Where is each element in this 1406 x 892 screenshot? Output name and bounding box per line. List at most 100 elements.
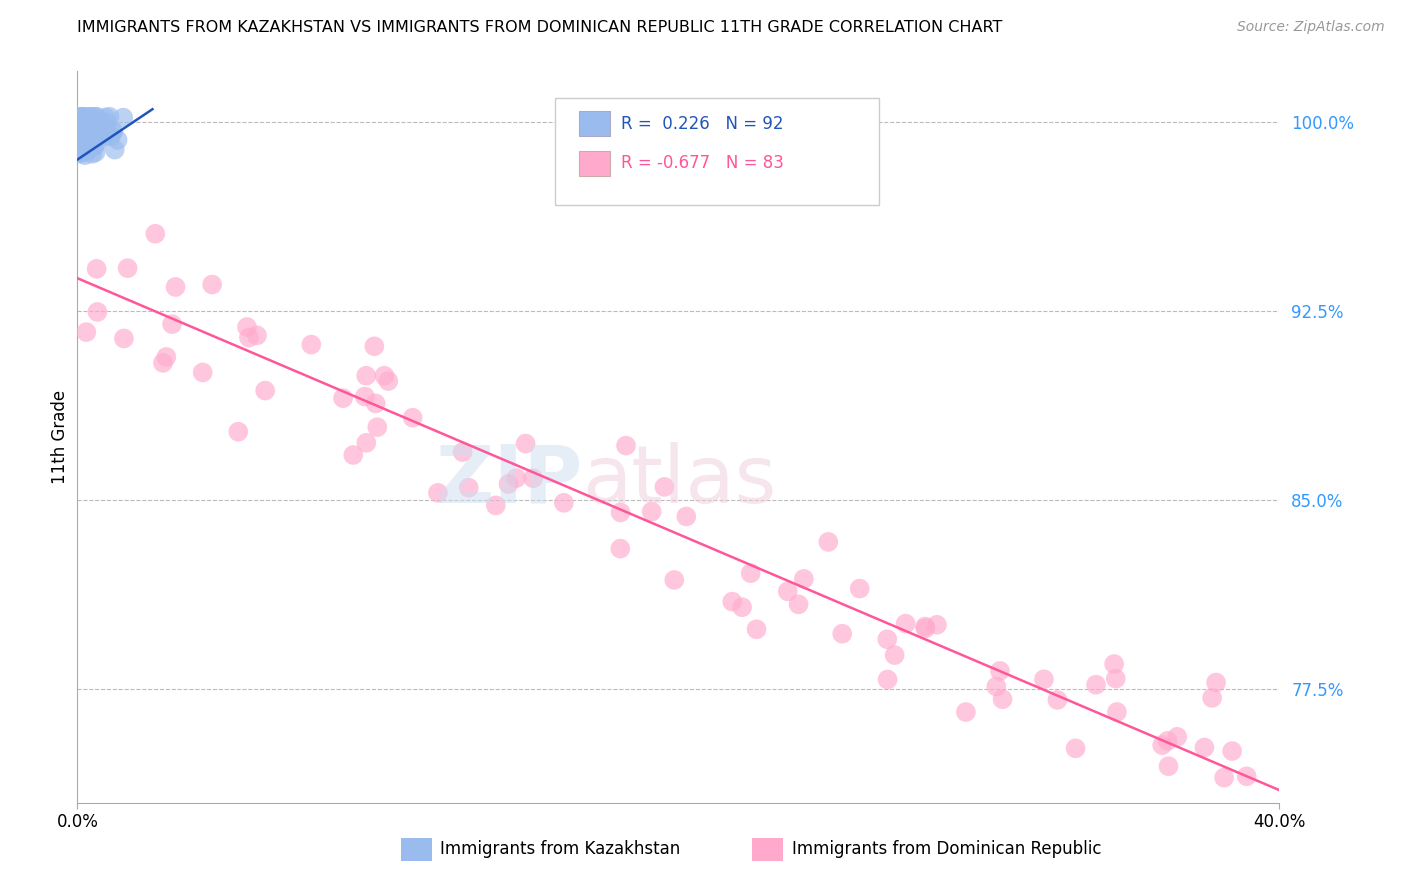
Point: [776, 584, 799, 599]
Point: [80, 117, 103, 131]
Point: [80, 110, 103, 124]
Point: [1085, 678, 1108, 692]
Point: [787, 598, 810, 612]
Point: [143, 227, 166, 241]
Point: [67, 135, 90, 149]
Text: R =  0.226   N = 92: R = 0.226 N = 92: [621, 115, 785, 133]
Point: [354, 368, 377, 383]
Point: [1102, 657, 1125, 671]
Point: [67, 141, 90, 155]
Point: [505, 471, 527, 485]
Point: [84, 145, 107, 160]
Point: [160, 317, 183, 331]
Point: [69, 120, 91, 135]
Point: [94, 111, 117, 125]
Point: [117, 261, 139, 276]
Point: [112, 111, 135, 125]
Point: [72, 110, 94, 124]
Point: [883, 648, 905, 662]
Point: [740, 566, 762, 581]
Point: [191, 366, 214, 380]
Point: [73, 120, 96, 134]
Point: [98, 110, 121, 124]
Point: [75, 325, 97, 339]
Point: [155, 350, 177, 364]
Point: [86, 305, 108, 319]
Point: [76, 120, 98, 135]
Text: Immigrants from Dominican Republic: Immigrants from Dominican Republic: [792, 840, 1101, 858]
Point: [69, 137, 91, 152]
Point: [70, 127, 93, 141]
Point: [80, 141, 103, 155]
Point: [104, 143, 127, 157]
Point: [299, 337, 322, 351]
Point: [75, 128, 97, 142]
Point: [70, 130, 93, 145]
Point: [66, 136, 89, 151]
Point: [426, 486, 449, 500]
Point: [364, 396, 387, 410]
Point: [914, 619, 936, 633]
Point: [70, 126, 93, 140]
Point: [112, 331, 135, 345]
Point: [675, 509, 697, 524]
Point: [1105, 672, 1128, 686]
Point: [67, 146, 90, 161]
Point: [79, 110, 101, 124]
Point: [83, 130, 105, 145]
Point: [75, 144, 97, 158]
Point: [73, 148, 96, 162]
Point: [1157, 759, 1180, 773]
Point: [745, 622, 768, 636]
Point: [73, 132, 96, 146]
Point: [377, 374, 399, 388]
Point: [67, 119, 90, 133]
Point: [1213, 771, 1236, 785]
Point: [1201, 690, 1223, 705]
Point: [70, 120, 93, 134]
Point: [86, 136, 108, 150]
Point: [1046, 693, 1069, 707]
Point: [76, 136, 98, 151]
Point: [75, 129, 97, 144]
Point: [82, 146, 104, 161]
Point: [86, 114, 108, 128]
Text: ZIP: ZIP: [434, 442, 582, 520]
Point: [72, 129, 94, 144]
Point: [83, 119, 105, 133]
Point: [73, 134, 96, 148]
Point: [1205, 675, 1227, 690]
Text: IMMIGRANTS FROM KAZAKHSTAN VS IMMIGRANTS FROM DOMINICAN REPUBLIC 11TH GRADE CORR: IMMIGRANTS FROM KAZAKHSTAN VS IMMIGRANTS…: [77, 20, 1002, 35]
Point: [1194, 740, 1216, 755]
Point: [991, 692, 1014, 706]
Point: [72, 136, 94, 151]
Point: [96, 121, 118, 136]
Point: [72, 119, 94, 133]
Point: [73, 113, 96, 128]
Point: [373, 368, 395, 383]
Point: [201, 277, 224, 292]
Point: [876, 673, 898, 687]
Point: [1236, 769, 1258, 783]
Point: [70, 145, 93, 160]
Point: [1152, 738, 1174, 752]
Point: [236, 320, 259, 334]
Point: [73, 136, 96, 150]
Point: [731, 600, 754, 615]
Point: [1064, 741, 1087, 756]
Point: [77, 131, 100, 145]
Point: [84, 110, 107, 124]
Point: [73, 113, 96, 128]
Text: Immigrants from Kazakhstan: Immigrants from Kazakhstan: [440, 840, 681, 858]
Point: [609, 505, 631, 519]
Point: [75, 124, 97, 138]
Point: [101, 125, 124, 139]
Point: [654, 480, 676, 494]
Point: [73, 127, 96, 141]
Point: [69, 110, 91, 124]
Point: [89, 125, 111, 139]
Point: [96, 115, 118, 129]
Point: [76, 124, 98, 138]
Point: [72, 110, 94, 124]
Text: Source: ZipAtlas.com: Source: ZipAtlas.com: [1237, 20, 1385, 34]
